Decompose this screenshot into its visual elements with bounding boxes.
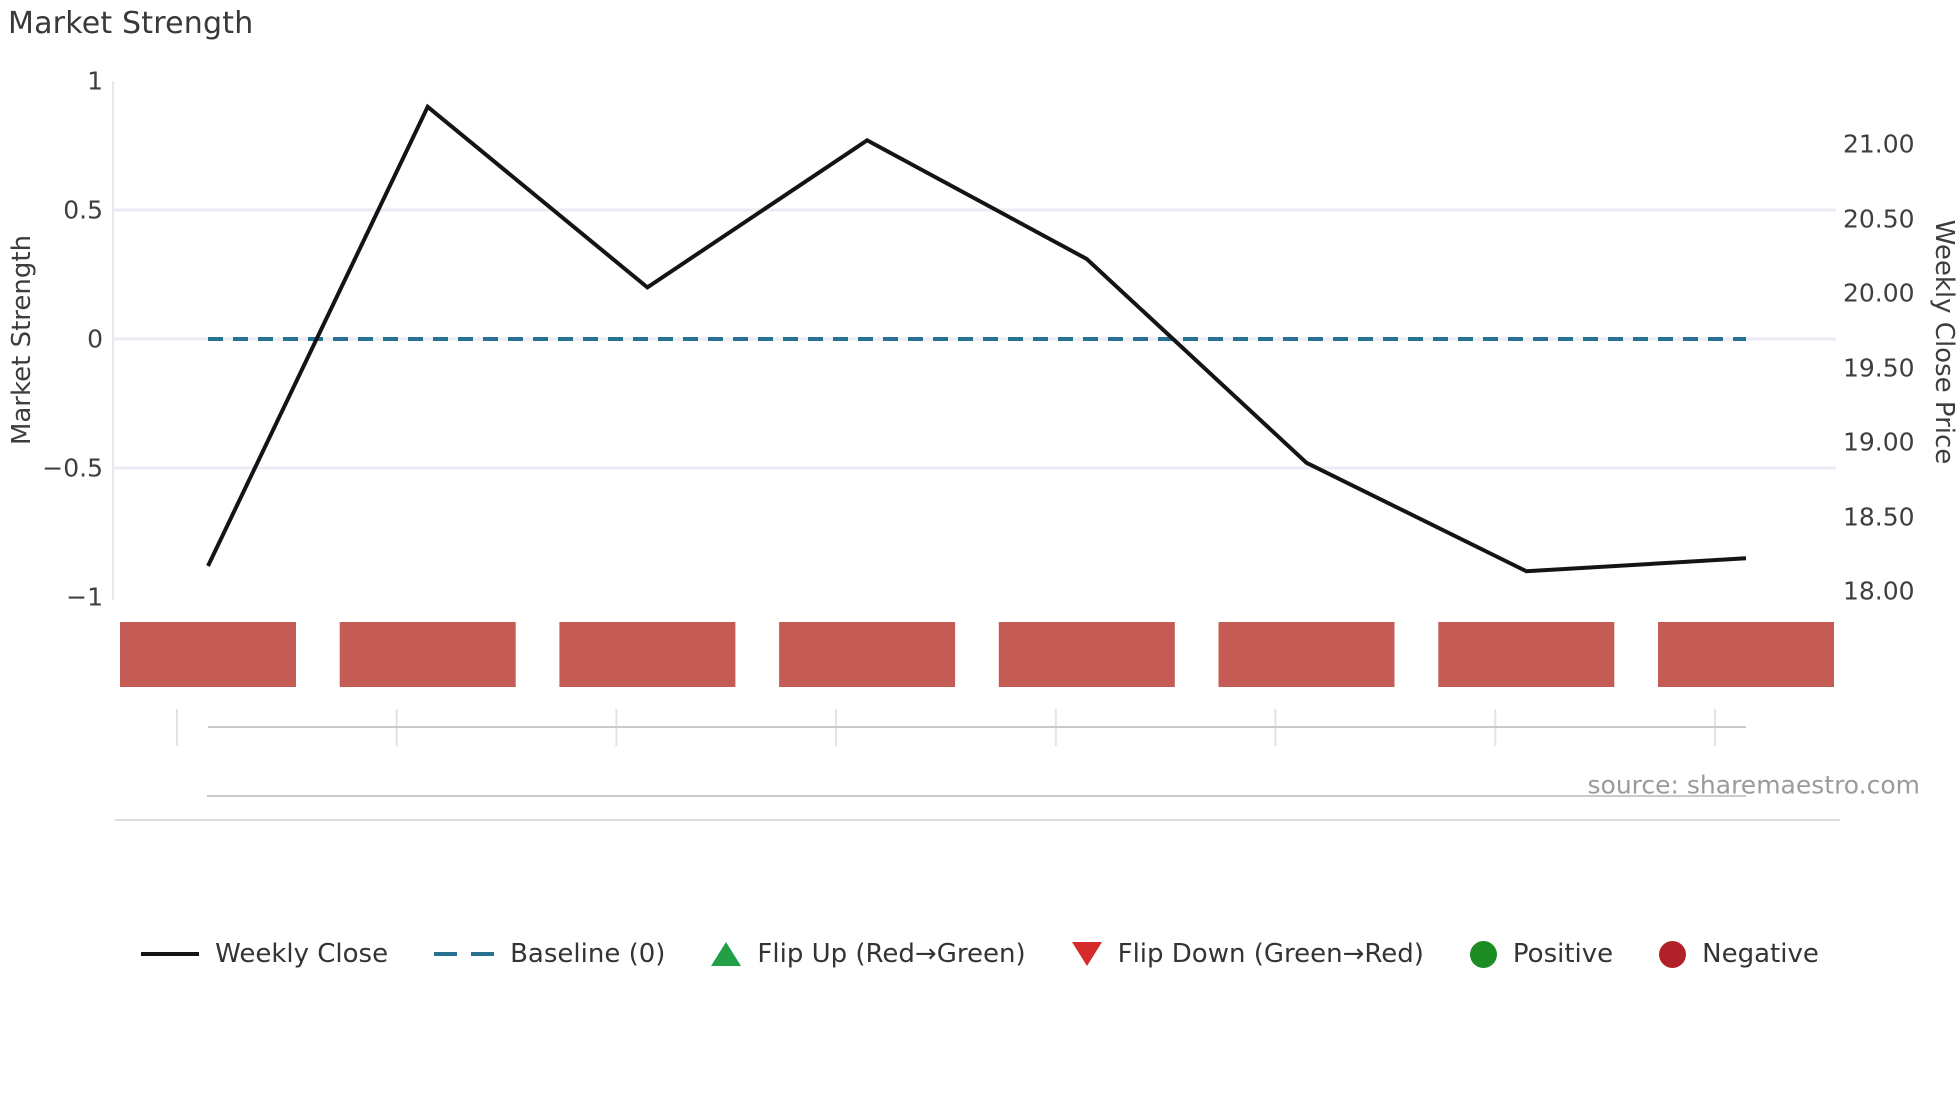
legend-label: Weekly Close bbox=[215, 939, 389, 969]
positive-dot-icon bbox=[1469, 940, 1497, 968]
right-axis-tick-label: 19.50 bbox=[1843, 353, 1915, 382]
legend-label: Positive bbox=[1512, 939, 1614, 969]
legend: Weekly Close Baseline (0) Flip Up (Red→G… bbox=[0, 932, 1960, 976]
state-bar bbox=[1438, 622, 1615, 687]
right-axis-tick-label: 20.00 bbox=[1843, 278, 1915, 308]
legend-item-positive[interactable]: Positive bbox=[1469, 939, 1614, 969]
right-axis-tick-label: 20.50 bbox=[1843, 204, 1915, 233]
right-axis-tick-label: 21.00 bbox=[1843, 129, 1915, 159]
state-bar bbox=[1218, 622, 1395, 687]
right-axis-tick-label: 19.00 bbox=[1843, 427, 1915, 457]
triangle-down-icon bbox=[1071, 942, 1102, 966]
chart-title: Market Strength bbox=[8, 6, 254, 41]
state-bar bbox=[559, 622, 736, 687]
left-axis-tick-label: −1 bbox=[66, 582, 103, 612]
legend-label: Baseline (0) bbox=[510, 939, 666, 969]
legend-label: Negative bbox=[1702, 939, 1819, 969]
legend-item-flip-down[interactable]: Flip Down (Green→Red) bbox=[1071, 939, 1424, 969]
right-axis-tick-label: 18.00 bbox=[1843, 576, 1915, 606]
left-axis-tick-label: 1 bbox=[87, 66, 103, 96]
weekly-close-line bbox=[206, 103, 1747, 574]
legend-item-weekly-close[interactable]: Weekly Close bbox=[141, 939, 388, 969]
legend-label: Flip Down (Green→Red) bbox=[1117, 939, 1424, 969]
left-axis-tick-label: 0.5 bbox=[63, 195, 103, 225]
legend-label: Flip Up (Red→Green) bbox=[757, 939, 1026, 969]
negative-dot-icon bbox=[1659, 940, 1687, 968]
state-bar bbox=[998, 622, 1175, 687]
legend-item-baseline[interactable]: Baseline (0) bbox=[434, 939, 665, 969]
state-bar bbox=[120, 622, 296, 687]
triangle-up-icon bbox=[711, 942, 742, 966]
state-bar bbox=[779, 622, 956, 687]
state-bar bbox=[1658, 622, 1834, 687]
line-swatch-icon bbox=[141, 952, 200, 956]
right-axis-tick-label: 18.50 bbox=[1843, 502, 1915, 531]
legend-item-flip-up[interactable]: Flip Up (Red→Green) bbox=[711, 939, 1026, 969]
legend-item-negative[interactable]: Negative bbox=[1659, 939, 1819, 969]
source-attribution: source: sharemaestro.com bbox=[1587, 770, 1921, 800]
state-bar bbox=[339, 622, 516, 687]
dashed-line-swatch-icon bbox=[434, 952, 495, 956]
left-axis-tick-label: −0.5 bbox=[42, 453, 103, 483]
left-axis-tick-label: 0 bbox=[87, 324, 103, 354]
